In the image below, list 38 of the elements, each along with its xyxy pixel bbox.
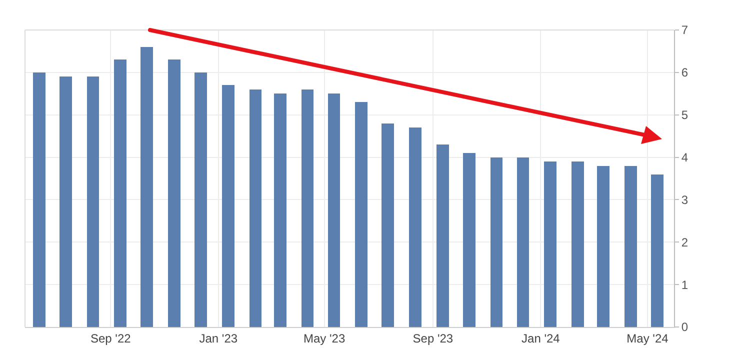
x-tick-label: Sep '23 — [412, 331, 454, 346]
y-tick-label: 1 — [681, 278, 688, 292]
bar — [114, 60, 127, 327]
y-tick-label: 4 — [681, 150, 688, 164]
bar — [409, 128, 422, 327]
y-tick-label: 3 — [681, 192, 688, 207]
y-tick-label: 0 — [681, 320, 688, 334]
y-tick-label: 6 — [681, 66, 688, 80]
x-tick-label: May '24 — [626, 331, 669, 346]
bar — [544, 162, 557, 327]
bar — [194, 72, 207, 327]
y-tick-label: 7 — [681, 23, 688, 38]
bar — [59, 76, 72, 327]
x-tick-label: May '23 — [304, 331, 346, 346]
bar — [436, 144, 449, 327]
bar — [597, 166, 610, 327]
bar — [462, 153, 476, 327]
bar — [32, 72, 46, 327]
bar — [274, 94, 286, 327]
bar — [516, 157, 530, 327]
x-tick-label: Jan '23 — [199, 331, 238, 346]
bar — [168, 60, 180, 327]
bar — [222, 85, 234, 327]
bar — [572, 162, 584, 327]
y-tick-label: 5 — [681, 108, 688, 122]
bar — [651, 174, 664, 327]
bar — [490, 157, 503, 327]
bar — [382, 123, 394, 327]
bar — [328, 94, 340, 327]
bar — [249, 89, 262, 327]
x-tick-label: Sep '22 — [90, 331, 132, 346]
bar — [624, 166, 637, 327]
bar — [86, 76, 100, 327]
bar — [140, 46, 154, 327]
bar — [301, 89, 314, 327]
bar — [355, 102, 368, 327]
x-tick-label: Jan '24 — [522, 331, 560, 346]
y-tick-label: 2 — [681, 235, 688, 250]
